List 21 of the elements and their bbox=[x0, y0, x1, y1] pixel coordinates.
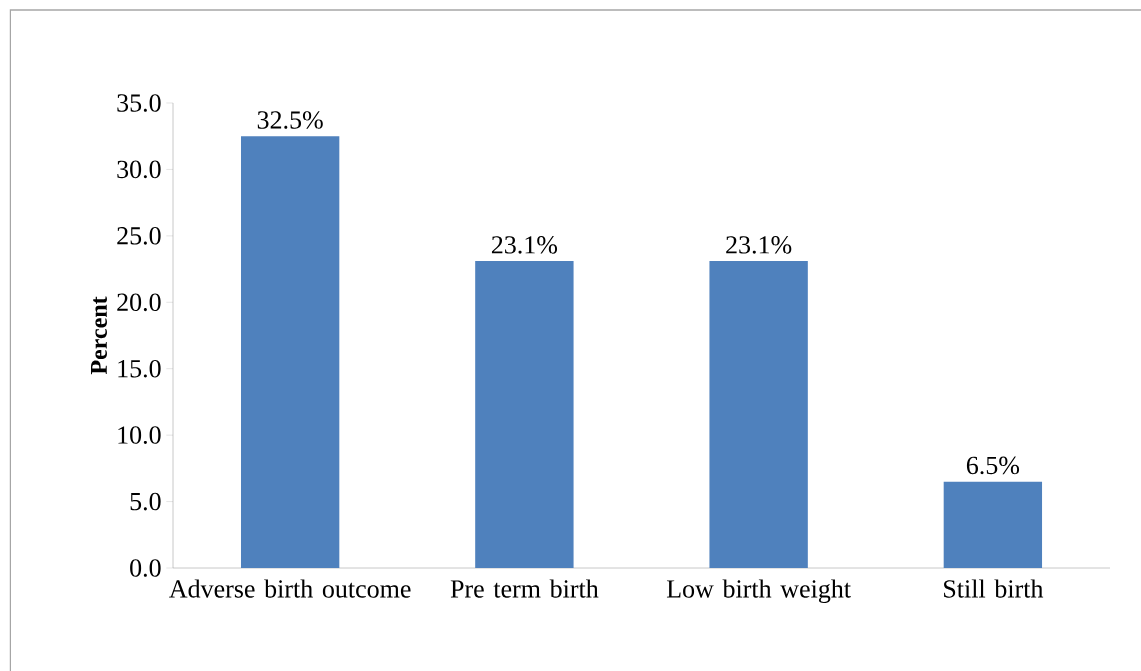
x-tick-label: Low birth weight bbox=[666, 579, 851, 604]
y-tick-label: 25.0 bbox=[117, 227, 161, 245]
x-tick-label: Still birth bbox=[944, 579, 1044, 598]
bar bbox=[475, 261, 574, 568]
y-tick-label: 5.0 bbox=[130, 492, 161, 511]
y-tick-label: 30.0 bbox=[117, 160, 161, 179]
bar bbox=[943, 481, 1043, 568]
data-label: 32.5% bbox=[257, 111, 323, 129]
bar bbox=[709, 261, 808, 568]
y-tick-label: 10.0 bbox=[118, 426, 161, 444]
data-label: 6.5% bbox=[966, 456, 1020, 475]
bar bbox=[240, 136, 340, 568]
y-tick-label: 0.0 bbox=[130, 559, 161, 577]
x-tick-label: Pre term birth bbox=[450, 579, 599, 598]
x-tick-label: Adverse birth outcome bbox=[169, 579, 411, 598]
y-axis-title: Percent bbox=[91, 296, 107, 375]
y-tick-label: 20.0 bbox=[117, 293, 161, 312]
y-tick-label: 35.0 bbox=[117, 94, 161, 112]
data-label: 23.1% bbox=[726, 236, 792, 254]
data-label: 23.1% bbox=[491, 236, 558, 254]
y-tick-label: 15.0 bbox=[118, 359, 161, 378]
